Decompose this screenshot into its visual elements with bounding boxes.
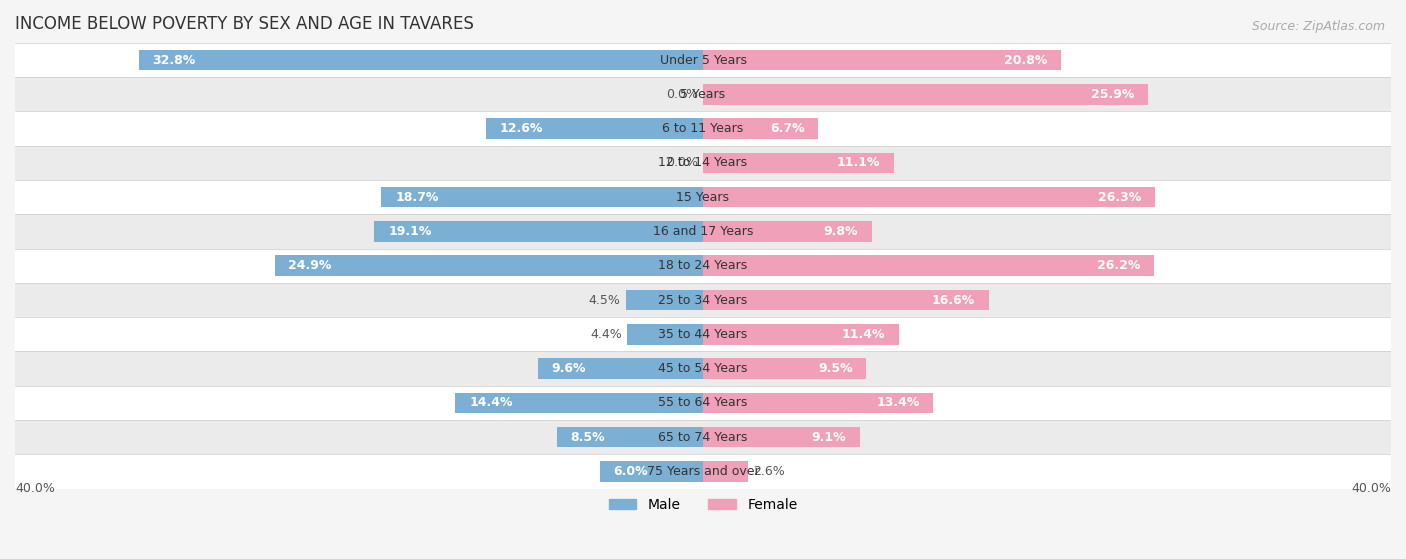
Text: Source: ZipAtlas.com: Source: ZipAtlas.com	[1251, 20, 1385, 32]
Bar	[557, 427, 703, 447]
Text: 20.8%: 20.8%	[1004, 54, 1047, 67]
Bar	[15, 180, 1391, 214]
Bar	[538, 358, 703, 379]
Text: 18.7%: 18.7%	[395, 191, 439, 203]
Bar	[703, 427, 859, 447]
Bar	[15, 146, 1391, 180]
Text: 19.1%: 19.1%	[388, 225, 432, 238]
Text: 45 to 54 Years: 45 to 54 Years	[658, 362, 748, 375]
Text: 9.5%: 9.5%	[818, 362, 852, 375]
Text: 15 Years: 15 Years	[676, 191, 730, 203]
Bar	[15, 317, 1391, 352]
Text: 16.6%: 16.6%	[932, 293, 974, 306]
Legend: Male, Female: Male, Female	[603, 492, 803, 517]
Bar	[627, 324, 703, 344]
Text: 16 and 17 Years: 16 and 17 Years	[652, 225, 754, 238]
Bar	[139, 50, 703, 70]
Bar	[381, 187, 703, 207]
Bar	[15, 283, 1391, 317]
Text: 24.9%: 24.9%	[288, 259, 332, 272]
Bar	[15, 454, 1391, 489]
Text: 2.6%: 2.6%	[752, 465, 785, 478]
Bar	[15, 386, 1391, 420]
Text: 6.0%: 6.0%	[613, 465, 648, 478]
Bar	[703, 84, 1149, 105]
Bar	[703, 187, 1156, 207]
Text: Under 5 Years: Under 5 Years	[659, 54, 747, 67]
Text: 40.0%: 40.0%	[15, 482, 55, 495]
Text: 55 to 64 Years: 55 to 64 Years	[658, 396, 748, 409]
Text: 4.5%: 4.5%	[589, 293, 620, 306]
Text: 9.6%: 9.6%	[551, 362, 586, 375]
Bar	[274, 255, 703, 276]
Text: 0.0%: 0.0%	[666, 157, 697, 169]
Bar	[15, 77, 1391, 111]
Bar	[15, 214, 1391, 249]
Text: 26.3%: 26.3%	[1098, 191, 1142, 203]
Bar	[703, 255, 1154, 276]
Text: INCOME BELOW POVERTY BY SEX AND AGE IN TAVARES: INCOME BELOW POVERTY BY SEX AND AGE IN T…	[15, 15, 474, 33]
Bar	[703, 153, 894, 173]
Bar	[626, 290, 703, 310]
Text: 0.0%: 0.0%	[666, 88, 697, 101]
Text: 9.8%: 9.8%	[824, 225, 858, 238]
Bar	[703, 50, 1060, 70]
Bar	[15, 352, 1391, 386]
Bar	[600, 461, 703, 482]
Text: 9.1%: 9.1%	[811, 430, 846, 444]
Bar	[703, 392, 934, 413]
Bar	[15, 43, 1391, 77]
Bar	[486, 119, 703, 139]
Bar	[15, 420, 1391, 454]
Text: 40.0%: 40.0%	[1351, 482, 1391, 495]
Bar	[15, 249, 1391, 283]
Text: 18 to 24 Years: 18 to 24 Years	[658, 259, 748, 272]
Text: 5 Years: 5 Years	[681, 88, 725, 101]
Text: 4.4%: 4.4%	[591, 328, 623, 341]
Bar	[374, 221, 703, 241]
Bar	[703, 119, 818, 139]
Bar	[703, 358, 866, 379]
Bar	[703, 290, 988, 310]
Text: 32.8%: 32.8%	[153, 54, 195, 67]
Text: 11.1%: 11.1%	[837, 157, 880, 169]
Text: 12.6%: 12.6%	[501, 122, 543, 135]
Text: 75 Years and over: 75 Years and over	[647, 465, 759, 478]
Text: 14.4%: 14.4%	[470, 396, 513, 409]
Text: 26.2%: 26.2%	[1097, 259, 1140, 272]
Text: 6.7%: 6.7%	[770, 122, 804, 135]
Text: 25.9%: 25.9%	[1091, 88, 1135, 101]
Bar	[15, 111, 1391, 146]
Bar	[456, 392, 703, 413]
Text: 8.5%: 8.5%	[571, 430, 605, 444]
Text: 6 to 11 Years: 6 to 11 Years	[662, 122, 744, 135]
Bar	[703, 221, 872, 241]
Bar	[703, 461, 748, 482]
Text: 11.4%: 11.4%	[842, 328, 886, 341]
Text: 13.4%: 13.4%	[876, 396, 920, 409]
Text: 12 to 14 Years: 12 to 14 Years	[658, 157, 748, 169]
Text: 35 to 44 Years: 35 to 44 Years	[658, 328, 748, 341]
Bar	[703, 324, 898, 344]
Text: 65 to 74 Years: 65 to 74 Years	[658, 430, 748, 444]
Text: 25 to 34 Years: 25 to 34 Years	[658, 293, 748, 306]
